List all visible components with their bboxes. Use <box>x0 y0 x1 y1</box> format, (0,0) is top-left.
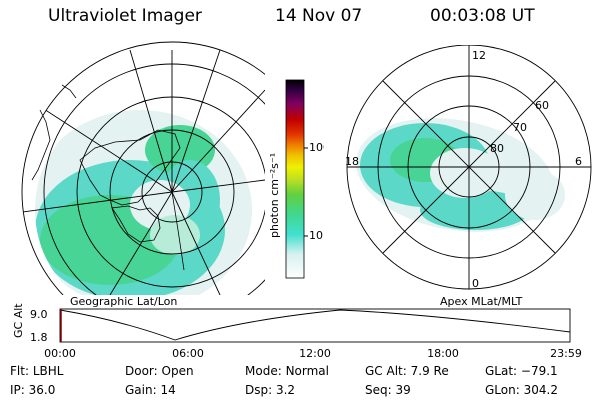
mlat-label-80: 80 <box>490 142 504 155</box>
mlat-grid <box>346 45 592 290</box>
altitude-tick-9: 9.0 <box>30 308 48 321</box>
info-glon: GLon: 304.2 <box>485 383 558 397</box>
mlt-label-6: 6 <box>575 155 582 168</box>
info-glat: GLat: −79.1 <box>485 364 558 378</box>
info-dsp: Dsp: 3.2 <box>245 383 296 397</box>
time-tick-2359: 23:59 <box>550 347 582 360</box>
magnetic-map: 12 6 0 18 60 70 80 <box>345 45 592 290</box>
mlat-label-70: 70 <box>513 121 527 134</box>
info-door: Door: Open <box>125 364 194 378</box>
info-mode: Mode: Normal <box>245 364 329 378</box>
geographic-map <box>21 41 265 295</box>
altitude-ylabel: GC Alt <box>12 303 25 338</box>
altitude-plot: GC Alt 9.0 1.8 00:00 06:00 12:00 18:00 2… <box>12 303 582 360</box>
mlt-label-12: 12 <box>472 49 486 62</box>
right-map-caption: Apex MLat/MLT <box>440 295 523 308</box>
time-tick-1200: 12:00 <box>299 347 331 360</box>
colorbar-unit-label: photon cm⁻²s⁻¹ <box>268 153 281 238</box>
mlt-label-18: 18 <box>345 155 359 168</box>
mlat-label-60: 60 <box>535 99 549 112</box>
colorbar: 100 10 photon cm⁻²s⁻¹ <box>268 79 324 279</box>
info-flt: Flt: LBHL <box>10 364 64 378</box>
uv-image-magnetic <box>356 118 565 232</box>
date-label: 14 Nov 07 <box>275 6 363 26</box>
time-tick-0000: 00:00 <box>44 347 76 360</box>
altitude-tick-1-8: 1.8 <box>30 331 48 344</box>
time-tick-1800: 18:00 <box>427 347 459 360</box>
time-tick-0600: 06:00 <box>172 347 204 360</box>
colorbar-tick-10: 10 <box>309 229 323 242</box>
info-ip: IP: 36.0 <box>10 383 56 397</box>
info-seq: Seq: 39 <box>365 383 411 397</box>
uv-image-geographic <box>35 100 255 295</box>
left-map-caption: Geographic Lat/Lon <box>70 295 178 308</box>
mlt-label-0: 0 <box>472 277 479 290</box>
colorbar-tick-100: 100 <box>309 141 324 154</box>
instrument-title: Ultraviolet Imager <box>48 6 202 26</box>
time-label: 00:03:08 UT <box>430 6 535 26</box>
info-gc-alt: GC Alt: 7.9 Re <box>365 364 449 378</box>
coastlines <box>31 84 185 271</box>
info-gain: Gain: 14 <box>125 383 176 397</box>
altitude-curve <box>59 309 571 341</box>
